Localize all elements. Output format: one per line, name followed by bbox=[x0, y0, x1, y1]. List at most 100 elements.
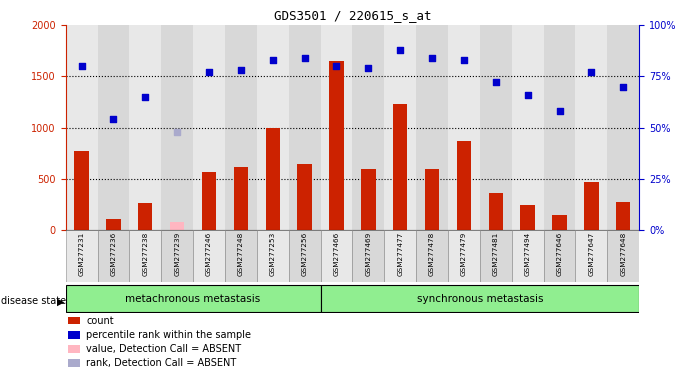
FancyBboxPatch shape bbox=[97, 230, 129, 282]
Text: GSM277647: GSM277647 bbox=[588, 232, 594, 276]
Bar bbox=[321, 25, 352, 230]
FancyBboxPatch shape bbox=[161, 230, 193, 282]
Text: GSM277253: GSM277253 bbox=[269, 232, 276, 276]
Bar bbox=[416, 25, 448, 230]
Text: GSM277238: GSM277238 bbox=[142, 232, 149, 276]
Text: GSM277231: GSM277231 bbox=[79, 232, 84, 276]
Bar bbox=[75, 151, 88, 230]
Text: GSM277236: GSM277236 bbox=[111, 232, 117, 276]
Point bbox=[458, 57, 469, 63]
Point bbox=[108, 116, 119, 122]
Bar bbox=[330, 61, 343, 230]
Bar bbox=[425, 169, 439, 230]
Text: ▶: ▶ bbox=[57, 296, 65, 306]
Bar bbox=[457, 141, 471, 230]
Bar bbox=[393, 104, 408, 230]
Text: disease state: disease state bbox=[1, 296, 66, 306]
Text: GSM277248: GSM277248 bbox=[238, 232, 244, 276]
Bar bbox=[161, 25, 193, 230]
Bar bbox=[225, 25, 257, 230]
Bar bbox=[234, 167, 248, 230]
Bar bbox=[520, 205, 535, 230]
Bar bbox=[352, 25, 384, 230]
Text: GSM277239: GSM277239 bbox=[174, 232, 180, 276]
Bar bbox=[584, 182, 598, 230]
Point bbox=[267, 57, 278, 63]
Point bbox=[299, 55, 310, 61]
Point bbox=[236, 67, 247, 73]
Point bbox=[171, 129, 182, 135]
Point bbox=[331, 63, 342, 69]
Bar bbox=[576, 25, 607, 230]
FancyBboxPatch shape bbox=[289, 230, 321, 282]
Point bbox=[554, 108, 565, 114]
Bar bbox=[106, 219, 121, 230]
Text: GSM277469: GSM277469 bbox=[366, 232, 371, 276]
Bar bbox=[607, 25, 639, 230]
FancyBboxPatch shape bbox=[416, 230, 448, 282]
Point bbox=[203, 69, 214, 75]
FancyBboxPatch shape bbox=[193, 230, 225, 282]
Bar bbox=[552, 215, 567, 230]
FancyBboxPatch shape bbox=[384, 230, 416, 282]
Bar bbox=[265, 127, 280, 230]
FancyBboxPatch shape bbox=[257, 230, 289, 282]
Bar bbox=[384, 25, 416, 230]
Point bbox=[140, 94, 151, 100]
FancyBboxPatch shape bbox=[225, 230, 257, 282]
Text: GSM277478: GSM277478 bbox=[429, 232, 435, 276]
FancyBboxPatch shape bbox=[321, 230, 352, 282]
Point bbox=[491, 79, 502, 86]
Text: synchronous metastasis: synchronous metastasis bbox=[417, 293, 543, 304]
FancyBboxPatch shape bbox=[321, 285, 639, 313]
Point bbox=[586, 69, 597, 75]
Bar bbox=[202, 172, 216, 230]
Text: percentile rank within the sample: percentile rank within the sample bbox=[86, 330, 252, 340]
Text: GSM277481: GSM277481 bbox=[493, 232, 499, 276]
Bar bbox=[129, 25, 161, 230]
Point bbox=[395, 46, 406, 53]
Bar bbox=[489, 194, 503, 230]
FancyBboxPatch shape bbox=[448, 230, 480, 282]
Bar bbox=[480, 25, 512, 230]
Bar bbox=[297, 164, 312, 230]
FancyBboxPatch shape bbox=[480, 230, 512, 282]
Bar bbox=[170, 222, 184, 230]
Text: GSM277466: GSM277466 bbox=[334, 232, 339, 276]
Bar bbox=[193, 25, 225, 230]
Text: rank, Detection Call = ABSENT: rank, Detection Call = ABSENT bbox=[86, 358, 236, 368]
Text: GSM277479: GSM277479 bbox=[461, 232, 467, 276]
Point bbox=[76, 63, 87, 69]
FancyBboxPatch shape bbox=[352, 230, 384, 282]
Text: GSM277256: GSM277256 bbox=[301, 232, 307, 276]
Bar bbox=[448, 25, 480, 230]
Point bbox=[363, 65, 374, 71]
Bar bbox=[361, 169, 375, 230]
FancyBboxPatch shape bbox=[576, 230, 607, 282]
Bar bbox=[616, 202, 630, 230]
Point bbox=[426, 55, 437, 61]
Text: GSM277648: GSM277648 bbox=[621, 232, 626, 276]
Text: value, Detection Call = ABSENT: value, Detection Call = ABSENT bbox=[86, 344, 241, 354]
FancyBboxPatch shape bbox=[512, 230, 544, 282]
Point bbox=[522, 92, 533, 98]
Bar bbox=[97, 25, 129, 230]
Bar bbox=[257, 25, 289, 230]
Text: GSM277494: GSM277494 bbox=[524, 232, 531, 276]
FancyBboxPatch shape bbox=[129, 230, 161, 282]
Bar bbox=[544, 25, 576, 230]
Bar bbox=[138, 203, 153, 230]
Bar bbox=[289, 25, 321, 230]
FancyBboxPatch shape bbox=[607, 230, 639, 282]
FancyBboxPatch shape bbox=[66, 230, 97, 282]
Text: count: count bbox=[86, 316, 114, 326]
Text: GSM277477: GSM277477 bbox=[397, 232, 404, 276]
Title: GDS3501 / 220615_s_at: GDS3501 / 220615_s_at bbox=[274, 9, 431, 22]
FancyBboxPatch shape bbox=[66, 285, 321, 313]
Bar bbox=[512, 25, 544, 230]
Text: GSM277646: GSM277646 bbox=[556, 232, 562, 276]
FancyBboxPatch shape bbox=[544, 230, 576, 282]
Text: metachronous metastasis: metachronous metastasis bbox=[126, 293, 261, 304]
Point bbox=[618, 84, 629, 90]
Bar bbox=[66, 25, 97, 230]
